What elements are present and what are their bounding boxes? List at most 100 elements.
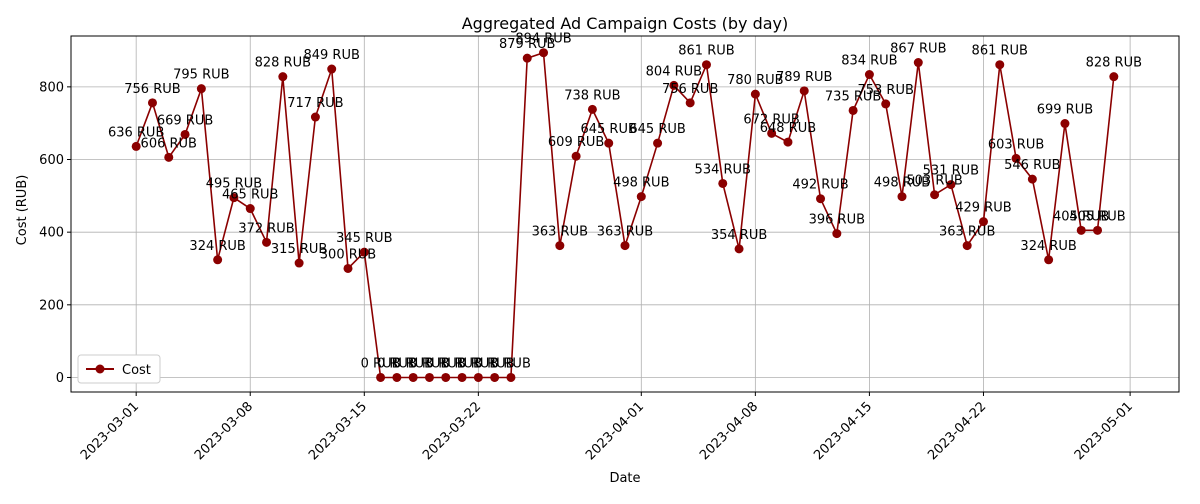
data-point [441,373,450,382]
data-label: 498 RUB [613,176,669,191]
data-point [1077,226,1086,235]
data-point [1060,119,1069,128]
data-label: 753 RUB [857,83,913,98]
data-point [278,72,287,81]
data-label: 0 RUB [491,356,531,371]
y-tick-label: 600 [39,153,64,168]
data-point [1028,175,1037,184]
data-point [702,60,711,69]
data-label: 300 RUB [320,247,376,262]
data-label: 405 RUB [1069,209,1125,224]
data-label: 324 RUB [1020,239,1076,254]
data-label: 849 RUB [303,48,359,63]
y-tick-label: 0 [56,371,64,386]
data-point [490,373,499,382]
data-label: 492 RUB [792,178,848,193]
data-label: 429 RUB [955,201,1011,216]
data-label: 603 RUB [988,137,1044,152]
y-tick-label: 400 [39,226,64,241]
data-label: 789 RUB [776,70,832,85]
data-point [686,98,695,107]
data-point [718,179,727,188]
x-tick-label: 2023-03-08 [192,399,256,463]
data-label: 894 RUB [515,32,571,47]
data-point [474,373,483,382]
data-point [164,153,173,162]
data-label: 345 RUB [336,231,392,246]
data-label: 372 RUB [238,221,294,236]
data-point [588,105,597,114]
data-point [832,229,841,238]
data-point [995,60,1004,69]
data-point [1109,72,1118,81]
data-point [213,255,222,264]
data-point [392,373,401,382]
data-label: 354 RUB [711,228,767,243]
data-point [262,238,271,247]
data-point [865,70,874,79]
data-label: 363 RUB [939,225,995,240]
data-point [621,241,630,250]
data-label: 546 RUB [1004,158,1060,173]
data-point [148,98,157,107]
x-tick-label: 2023-04-01 [583,399,647,463]
data-point [783,138,792,147]
data-point [1093,226,1102,235]
data-label: 324 RUB [189,239,245,254]
data-label: 699 RUB [1037,103,1093,118]
data-label: 531 RUB [923,164,979,179]
data-point [735,244,744,253]
x-axis-label: Date [609,471,640,486]
x-tick-label: 2023-05-01 [1072,399,1136,463]
data-point [800,86,809,95]
data-point [458,373,467,382]
data-point [963,241,972,250]
data-point [376,373,385,382]
data-label: 717 RUB [287,96,343,111]
y-tick-label: 800 [39,80,64,95]
data-point [409,373,418,382]
y-axis-label: Cost (RUB) [15,175,30,246]
data-point [197,84,206,93]
data-label: 465 RUB [222,188,278,203]
data-label: 396 RUB [809,213,865,228]
data-labels: 636 RUB 756 RUB 606 RUB 669 RUB 795 RUB 324 R… [108,32,1142,372]
data-label: 756 RUB [124,82,180,97]
data-point [849,106,858,115]
data-label: 645 RUB [629,122,685,137]
data-point [344,264,353,273]
data-point [881,99,890,108]
data-label: 609 RUB [548,135,604,150]
data-point [1044,255,1053,264]
data-point [425,373,434,382]
x-tick-label: 2023-03-15 [306,399,370,463]
data-point [311,113,320,122]
data-point [523,54,532,63]
data-label: 648 RUB [760,121,816,136]
chart-title: Aggregated Ad Campaign Costs (by day) [462,14,789,33]
data-label: 738 RUB [564,88,620,103]
data-point [132,142,141,151]
legend-label: Cost [122,363,151,378]
data-point [246,204,255,213]
plot-area-frame [71,36,1179,392]
data-point [295,259,304,268]
data-label: 804 RUB [646,64,702,79]
data-label: 363 RUB [532,225,588,240]
legend: Cost [78,355,160,383]
x-tick-label: 2023-04-22 [925,399,989,463]
y-tick-label: 200 [39,298,64,313]
data-point [327,65,336,74]
data-label: 534 RUB [695,162,751,177]
data-label: 669 RUB [157,113,213,128]
data-point [653,139,662,148]
data-label: 861 RUB [678,44,734,59]
data-point [816,194,825,203]
data-label: 867 RUB [890,42,946,57]
grid [71,36,1179,392]
data-label: 795 RUB [173,68,229,83]
data-point [914,58,923,67]
legend-marker-swatch [96,365,105,374]
x-tick-label: 2023-04-08 [697,399,761,463]
